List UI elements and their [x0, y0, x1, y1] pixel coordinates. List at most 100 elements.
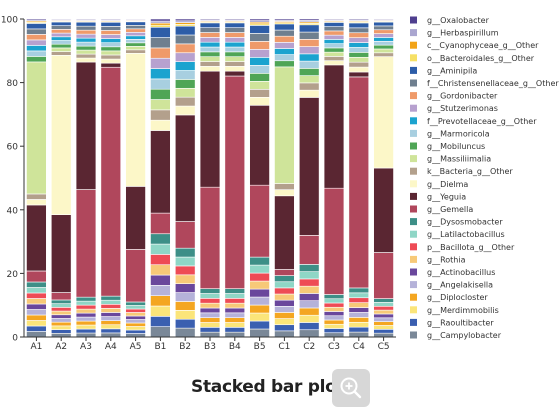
bar-segment [150, 119, 171, 131]
bar-segment [174, 52, 196, 62]
bar-segment [298, 329, 320, 338]
bar-segment [348, 71, 370, 78]
bar-segment [150, 20, 171, 24]
bar-segment [26, 270, 47, 283]
bar-segment [26, 314, 47, 321]
bar-segment [249, 264, 270, 274]
bar-segment [75, 296, 97, 302]
bar-segment [50, 307, 72, 312]
bar-segment [75, 332, 97, 338]
bar-segment [224, 298, 246, 304]
bar-segment [323, 302, 345, 308]
x-tick-label: B2 [179, 342, 191, 352]
bar-segment [174, 105, 196, 116]
bar-segment [249, 25, 270, 34]
bar-segment [199, 46, 221, 53]
bar-segment [150, 57, 171, 69]
legend-label: f__Christensenellaceae_g__Other [427, 79, 559, 88]
bar-segment [26, 320, 47, 327]
x-tick-label: C4 [353, 342, 365, 352]
bar-segment [174, 327, 196, 338]
legend-swatch [410, 180, 417, 188]
bar-segment [323, 319, 345, 325]
x-tick-label: B3 [204, 342, 216, 352]
bar-segment [249, 89, 270, 98]
bar-segment [323, 26, 345, 32]
chart-caption-title: Stacked bar plot [191, 377, 345, 397]
bar-segment [348, 287, 370, 294]
bar-segment [373, 37, 394, 42]
bar-segment [50, 36, 72, 41]
bar-segment [26, 23, 47, 30]
bar-segment [274, 60, 295, 68]
bar-segment [174, 114, 196, 222]
bar-segment [75, 29, 97, 35]
legend-swatch [410, 155, 417, 163]
y-tick-label: 100 [1, 16, 18, 26]
bar-segment [298, 18, 320, 21]
bar-segment [348, 61, 370, 68]
bar-segment [75, 189, 97, 298]
bar-segment [125, 329, 146, 334]
bar-segment [323, 60, 345, 66]
bar-segment [50, 29, 72, 34]
bar-segment [26, 34, 47, 41]
bar-segment [75, 320, 97, 326]
legend-swatch [410, 205, 417, 213]
bar-segment [26, 50, 47, 57]
bar-segment [199, 61, 221, 67]
bar-segment [224, 46, 246, 53]
bar-segment [26, 193, 47, 200]
bar-segment [150, 326, 171, 338]
bar-segment [298, 89, 320, 98]
bar-segment [125, 301, 146, 306]
zoom-button[interactable] [332, 369, 370, 407]
bar-segment [199, 56, 221, 62]
bar-segment [249, 288, 270, 298]
bar-segment [323, 43, 345, 49]
bar-segment [323, 332, 345, 338]
bar-segment [348, 321, 370, 328]
bar-segment [348, 22, 370, 29]
bar-segment [50, 51, 72, 56]
legend-swatch [410, 230, 417, 238]
bar-segment [224, 75, 246, 289]
bar-segment [199, 37, 221, 43]
bar-segment [298, 285, 320, 294]
bar-segment [199, 298, 221, 304]
bar-segment [274, 287, 295, 295]
bar-segment [323, 30, 345, 36]
bar-segment [75, 312, 97, 318]
bar-segment [150, 305, 171, 317]
bar-segment [26, 45, 47, 52]
bar-segment [174, 318, 196, 329]
bar-segment [323, 51, 345, 57]
bar-segment [199, 27, 221, 33]
bar-segment [274, 66, 295, 184]
legend: g__Oxalobacter g__Herbaspirillum c__Cyanop… [410, 16, 559, 340]
legend-label: p__Bacillota_g__Other [427, 243, 515, 252]
bar-segment [75, 37, 97, 43]
bar-segment [150, 254, 171, 266]
bar-segment [323, 34, 345, 40]
bar-segment [224, 293, 246, 299]
bar-segment [224, 56, 246, 62]
bar-segment [249, 104, 270, 186]
x-tick-label: C2 [303, 342, 315, 352]
bar-segment [150, 264, 171, 276]
bar-segment [50, 47, 72, 52]
x-tick-label: C1 [278, 342, 290, 352]
bar-segment [373, 33, 394, 38]
bar-segment [75, 41, 97, 47]
bar-segment [274, 183, 295, 190]
bar-segment [373, 317, 394, 322]
bar-segment [174, 310, 196, 320]
bar-segment [125, 186, 146, 250]
bar-segment [298, 60, 320, 69]
bar-segment [348, 302, 370, 308]
bar-segment [298, 271, 320, 280]
x-tick-label: B1 [154, 342, 166, 352]
bar-segment [249, 256, 270, 266]
bar-segment [323, 56, 345, 61]
legend-label: g__Angelakisella [427, 281, 493, 290]
